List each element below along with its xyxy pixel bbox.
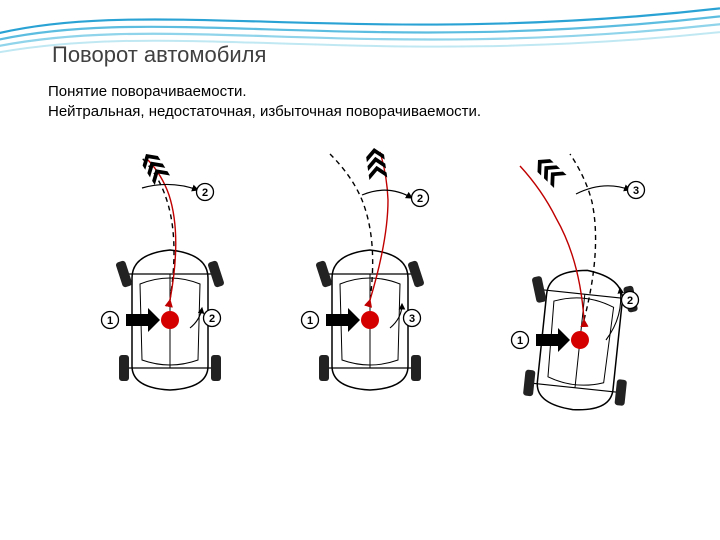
label-2: 2: [204, 310, 221, 327]
svg-text:1: 1: [517, 335, 523, 347]
page-title: Поворот автомобиля: [52, 42, 266, 68]
svg-text:3: 3: [633, 185, 639, 197]
subtitle-line1: Понятие поворачиваемости.: [48, 83, 247, 100]
label-2: 2: [622, 292, 639, 309]
label-1: 1: [102, 312, 119, 329]
label-3: 3: [404, 310, 421, 327]
label-2: 2: [197, 184, 214, 201]
steer-diagram-understeer: 1 2 3: [270, 140, 470, 430]
svg-text:1: 1: [107, 315, 113, 327]
label-3: 3: [628, 182, 645, 199]
label-2: 2: [412, 190, 429, 207]
label-1: 1: [302, 312, 319, 329]
steer-diagram-oversteer: 1 3 2: [480, 140, 680, 430]
svg-text:2: 2: [202, 187, 208, 199]
svg-text:2: 2: [209, 313, 215, 325]
label-1: 1: [512, 332, 529, 349]
svg-text:3: 3: [409, 313, 415, 325]
svg-text:2: 2: [627, 295, 633, 307]
subtitle: Понятие поворачиваемости. Нейтральная, н…: [48, 82, 481, 121]
header-swoosh: [0, 0, 720, 80]
svg-text:2: 2: [417, 193, 423, 205]
subtitle-line2: Нейтральная, недостаточная, избыточная п…: [48, 103, 481, 120]
steer-diagram-neutral: 1 2 2: [70, 140, 270, 430]
svg-text:1: 1: [307, 315, 313, 327]
